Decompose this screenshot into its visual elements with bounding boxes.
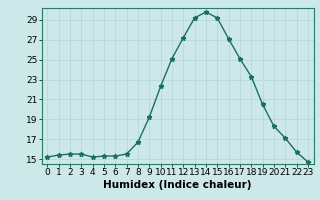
X-axis label: Humidex (Indice chaleur): Humidex (Indice chaleur) <box>103 180 252 190</box>
